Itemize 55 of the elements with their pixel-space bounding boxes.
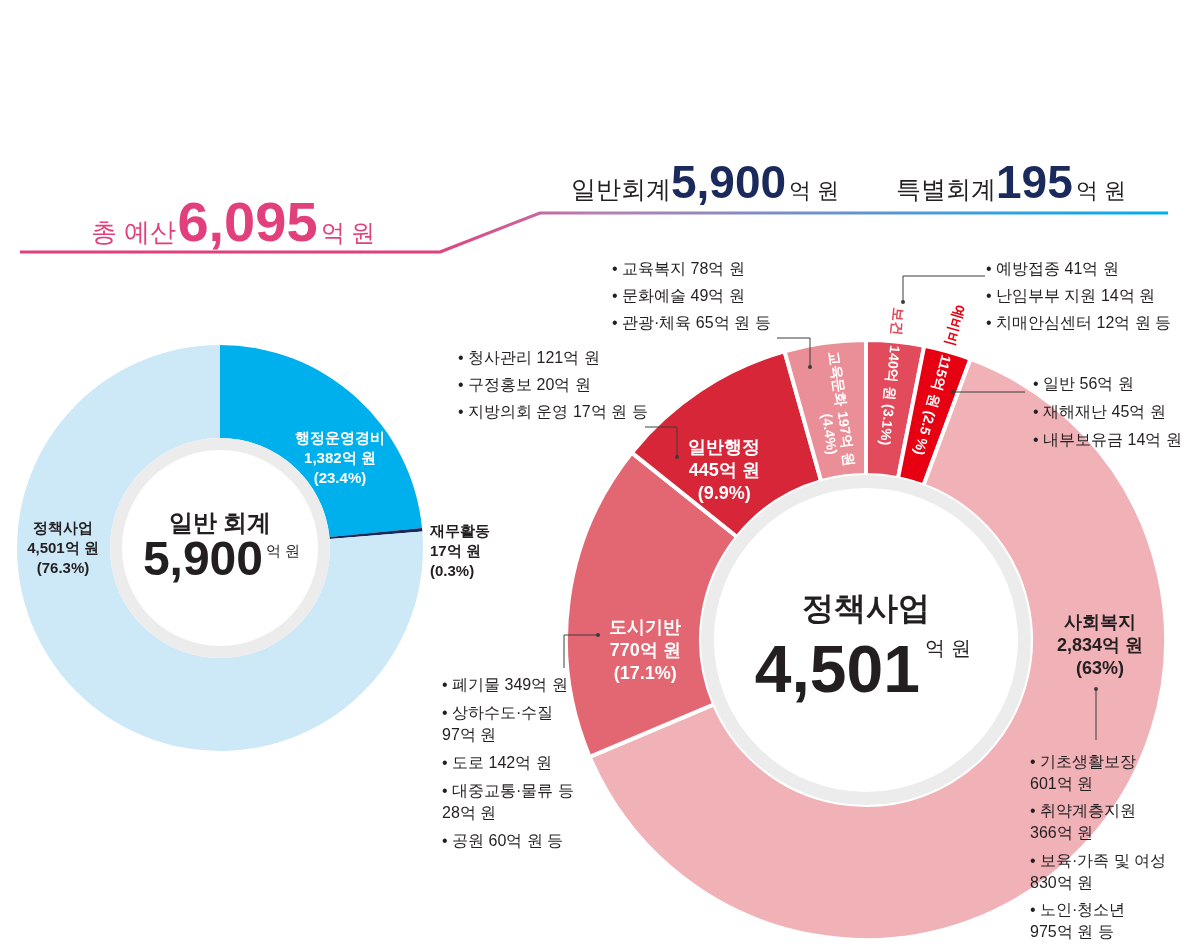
text: 억 원 <box>266 541 301 559</box>
data-label: 140억 원 (3.1%) <box>877 344 904 447</box>
slice-label: 행정운영경비 <box>294 429 385 447</box>
text: • 예방접종 41억 원 <box>986 259 1119 277</box>
slice-label: 사회복지 <box>1063 611 1136 632</box>
text: 5,900 <box>671 156 787 208</box>
slice-label: 정책사업 <box>33 519 93 537</box>
slice-label: 교육문화 <box>826 349 850 408</box>
text: • 대중교통·물류 등 28억 원 <box>442 781 574 821</box>
text: 6,095 <box>177 190 318 253</box>
donut-slice <box>17 345 423 751</box>
data-label: 2,834억 원 (63%) <box>1056 634 1143 678</box>
text: • 치매안심센터 12억 원 등 <box>986 313 1172 331</box>
text: 정책사업 <box>802 590 930 627</box>
text: • 보육·가족 및 여성 830억 원 <box>1030 851 1167 891</box>
data-label: 115억 원 (2.5 %) <box>910 353 955 458</box>
slice-label: 예비비 <box>941 303 969 348</box>
text: • 재해재난 45억 원 <box>1033 402 1166 420</box>
text: 억 원 <box>1075 178 1126 203</box>
data-label: 1,382억 원 (23.4%) <box>304 449 376 487</box>
text: • 지방의회 운영 17억 원 등 <box>458 402 648 420</box>
text: • 상하수도·수질 97억 원 <box>442 703 554 743</box>
text: • 취약계층지원 366억 원 <box>1030 802 1137 842</box>
text: • 노인·청소년 975억 원 등 <box>1030 901 1126 941</box>
donut-slice <box>220 345 423 538</box>
text: 4,501 <box>754 631 920 706</box>
text: 억 원 <box>320 219 376 246</box>
text: 억 원 <box>789 178 840 203</box>
text: 195 <box>996 156 1073 208</box>
slice-label: 도시기반 <box>609 616 682 637</box>
text: • 청사관리 121억 원 <box>458 348 600 366</box>
text: • 난임부부 지원 14억 원 <box>986 286 1156 304</box>
data-label: 17억 원 (0.3%) <box>430 542 481 580</box>
data-label: 197억 원 (4.4%) <box>818 410 859 468</box>
data-label: 770억 원 (17.1%) <box>609 639 681 683</box>
text: • 관광·체육 65억 원 등 <box>612 313 771 331</box>
text: • 폐기물 349억 원 <box>442 675 568 693</box>
text: • 교육복지 78억 원 <box>612 259 745 277</box>
slice-label: 보건 <box>888 306 907 337</box>
donut-slice <box>329 527 423 540</box>
text: • 일반 56억 원 <box>1033 374 1134 392</box>
data-label: 445억 원 (9.9%) <box>688 460 760 504</box>
text: 일반회계 <box>571 175 671 203</box>
text: • 기초생활보장 601억 원 <box>1030 752 1137 792</box>
text: 억 원 <box>925 637 971 660</box>
slice-label: 일반행정 <box>688 437 761 458</box>
text: 특별회계 <box>896 175 996 203</box>
slice-label: 재무활동 <box>429 522 490 540</box>
text: • 문화예술 49억 원 <box>612 286 745 304</box>
text: • 내부보유금 14억 원 <box>1033 430 1182 448</box>
text: • 공원 60억 원 등 <box>442 831 564 849</box>
text: • 구정홍보 20억 원 <box>458 375 591 393</box>
data-label: 4,501억 원 (76.3%) <box>27 539 99 577</box>
text: • 도로 142억 원 <box>442 753 552 771</box>
text: 총 예산 <box>91 217 177 247</box>
